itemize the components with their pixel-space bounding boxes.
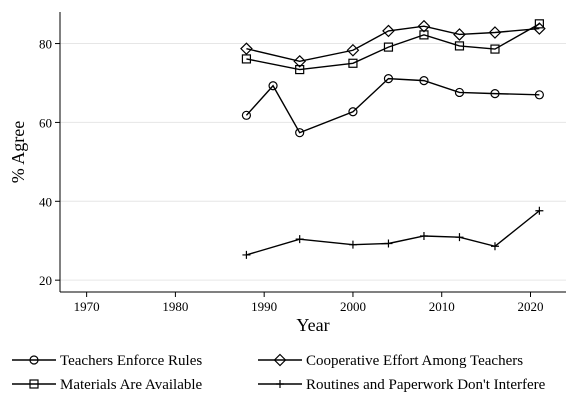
- series-2: [241, 19, 544, 75]
- y-tick-label-60: 60: [39, 115, 52, 130]
- ticks: 20 40 60 80 1970 1980 1990 2000 2010 2020: [39, 37, 543, 314]
- point-3-2016: [490, 242, 499, 251]
- x-axis-title: Year: [296, 315, 329, 335]
- point-0-1988: [241, 110, 252, 120]
- point-0-1991: [268, 81, 278, 91]
- point-0-2021: [534, 90, 544, 100]
- point-2-2000: [348, 58, 358, 68]
- series-line-3: [246, 210, 540, 256]
- point-0-2016: [490, 89, 500, 99]
- point-2-2008: [419, 30, 429, 40]
- y-tick-label-80: 80: [39, 37, 52, 52]
- legend-item-2: Materials Are Available: [12, 377, 203, 393]
- legend-label-0: Teachers Enforce Rules: [60, 353, 202, 369]
- point-3-2008: [419, 232, 428, 240]
- series-layer: [240, 19, 546, 259]
- series-3: [242, 206, 544, 259]
- series-1: [240, 19, 546, 68]
- point-2-2016: [490, 44, 500, 54]
- point-1-1988: [240, 42, 253, 56]
- point-2-2012: [454, 41, 465, 51]
- point-1-2012: [453, 28, 466, 41]
- y-tick-label-20: 20: [39, 273, 52, 288]
- point-3-2000: [348, 240, 357, 249]
- x-tick-label-2010: 2010: [429, 299, 455, 314]
- point-3-1994: [295, 235, 304, 244]
- point-3-1988: [242, 250, 251, 259]
- point-2-2021: [534, 19, 544, 29]
- point-0-1994: [295, 128, 305, 138]
- legend-marker-0: [29, 355, 39, 365]
- x-tick-label-1980: 1980: [162, 299, 188, 314]
- point-1-2008: [417, 19, 431, 33]
- point-2-1988: [241, 54, 252, 64]
- legend: Teachers Enforce Rules Cooperative Effort…: [12, 353, 546, 393]
- point-2-2004: [383, 42, 394, 52]
- point-0-2004: [383, 74, 394, 84]
- point-1-2004: [382, 24, 395, 38]
- legend-label-2: Materials Are Available: [60, 377, 203, 393]
- y-axis-title: % Agree: [8, 121, 28, 183]
- legend-label-1: Cooperative Effort Among Teachers: [306, 353, 523, 369]
- point-3-2004: [384, 239, 393, 248]
- x-tick-label-2000: 2000: [340, 299, 366, 314]
- point-1-2016: [488, 26, 502, 39]
- legend-item-1: Cooperative Effort Among Teachers: [258, 353, 523, 369]
- grid-lines: [60, 43, 566, 281]
- x-tick-label-2020: 2020: [517, 299, 543, 314]
- series-line-0: [245, 77, 540, 134]
- legend-marker-1: [273, 353, 287, 367]
- point-3-2021: [535, 206, 544, 215]
- point-1-2000: [346, 43, 360, 57]
- point-3-2012: [455, 233, 464, 242]
- point-0-2000: [348, 107, 358, 117]
- legend-item-0: Teachers Enforce Rules: [12, 353, 202, 369]
- x-tick-label-1990: 1990: [251, 299, 277, 314]
- point-0-2012: [454, 87, 465, 98]
- legend-item-3: Routines and Paperwork Don't Interfere: [258, 377, 546, 393]
- y-tick-label-40: 40: [39, 194, 52, 209]
- legend-marker-3: [276, 380, 284, 388]
- point-1-1994: [293, 54, 307, 68]
- legend-marker-2: [29, 379, 39, 389]
- legend-label-3: Routines and Paperwork Don't Interfere: [306, 377, 546, 393]
- point-0-2008: [419, 76, 429, 86]
- x-tick-label-1970: 1970: [74, 299, 100, 314]
- point-2-1994: [295, 64, 305, 75]
- axes: [59, 12, 566, 293]
- series-0: [241, 74, 544, 138]
- series-line-2: [246, 23, 540, 71]
